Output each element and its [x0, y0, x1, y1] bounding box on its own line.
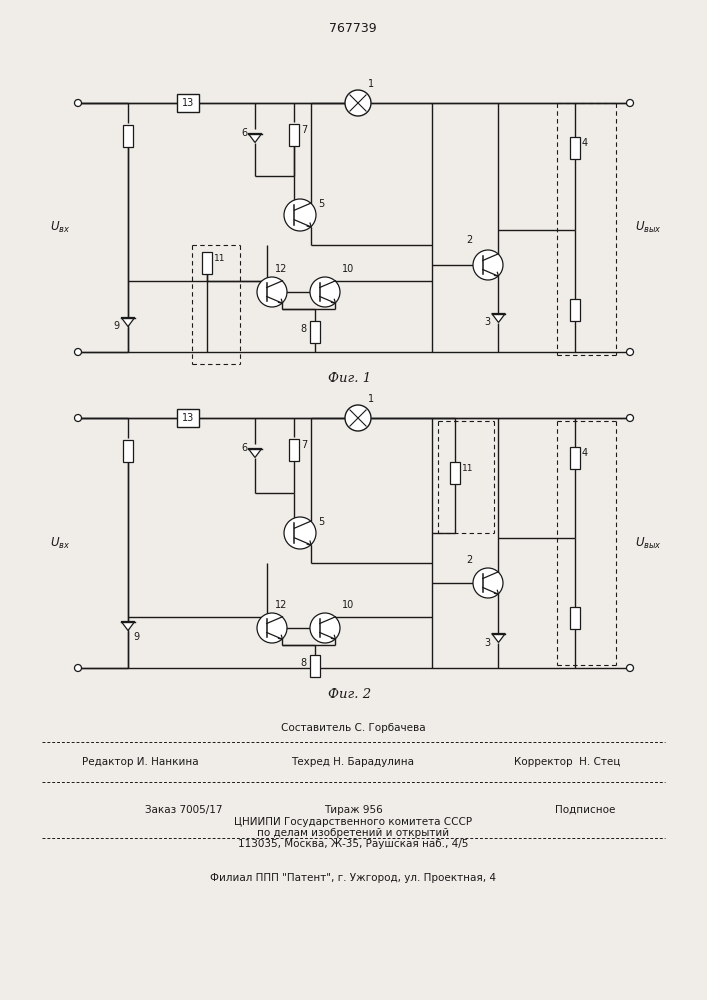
Text: 9: 9	[133, 632, 139, 642]
Text: 7: 7	[301, 440, 308, 450]
Circle shape	[74, 414, 81, 422]
Text: 5: 5	[318, 517, 325, 527]
Bar	[289, 124, 299, 146]
Polygon shape	[492, 634, 506, 643]
Text: 10: 10	[342, 264, 354, 274]
Text: 10: 10	[342, 600, 354, 610]
Text: $U_{вых}$: $U_{вых}$	[635, 220, 662, 235]
Circle shape	[626, 100, 633, 106]
Circle shape	[257, 613, 287, 643]
Text: Фиг. 1: Фиг. 1	[329, 371, 372, 384]
Circle shape	[473, 568, 503, 598]
Text: 3: 3	[484, 317, 491, 327]
Text: 2: 2	[466, 235, 472, 245]
Text: ЦНИИПИ Государственного комитета СССР: ЦНИИПИ Государственного комитета СССР	[234, 817, 472, 827]
Text: $U_{вых}$: $U_{вых}$	[635, 535, 662, 551]
Bar	[177, 94, 199, 112]
Text: $U_{вх}$: $U_{вх}$	[49, 220, 70, 235]
Bar	[570, 299, 580, 321]
Text: 6: 6	[241, 443, 247, 453]
Text: 8: 8	[300, 658, 306, 668]
Text: Составитель С. Горбачева: Составитель С. Горбачева	[281, 723, 426, 733]
Bar	[310, 321, 320, 343]
Bar	[202, 252, 212, 274]
Text: Техред Н. Барадулина: Техред Н. Барадулина	[291, 757, 414, 767]
Polygon shape	[121, 621, 135, 631]
Bar	[450, 462, 460, 484]
Text: Редактор И. Нанкина: Редактор И. Нанкина	[82, 757, 198, 767]
Circle shape	[74, 349, 81, 356]
Bar	[570, 447, 580, 469]
Text: 767739: 767739	[329, 21, 377, 34]
Text: Заказ 7005/17: Заказ 7005/17	[145, 805, 223, 815]
Polygon shape	[248, 133, 262, 142]
Text: Фиг. 2: Фиг. 2	[329, 688, 372, 700]
Text: 1: 1	[368, 79, 374, 89]
Text: 113035, Москва, Ж-35, Раушская наб., 4/5: 113035, Москва, Ж-35, Раушская наб., 4/5	[238, 839, 468, 849]
Text: 12: 12	[275, 600, 287, 610]
Text: 3: 3	[484, 638, 491, 648]
Bar	[310, 655, 320, 677]
Circle shape	[345, 90, 371, 116]
Circle shape	[74, 664, 81, 672]
Bar	[570, 607, 580, 629]
Circle shape	[626, 664, 633, 672]
Circle shape	[345, 405, 371, 431]
Circle shape	[310, 277, 340, 307]
Circle shape	[257, 277, 287, 307]
Text: 7: 7	[301, 125, 308, 135]
Polygon shape	[248, 448, 262, 458]
Circle shape	[284, 517, 316, 549]
Text: $U_{вх}$: $U_{вх}$	[49, 535, 70, 551]
Bar	[123, 440, 133, 462]
Text: 13: 13	[182, 98, 194, 108]
Circle shape	[626, 414, 633, 422]
Polygon shape	[121, 318, 135, 326]
Text: по делам изобретений и открытий: по делам изобретений и открытий	[257, 828, 449, 838]
Text: 12: 12	[275, 264, 287, 274]
Text: 6: 6	[241, 128, 247, 138]
Text: 2: 2	[466, 555, 472, 565]
Circle shape	[626, 349, 633, 356]
Text: Тираж 956: Тираж 956	[324, 805, 382, 815]
Text: 4: 4	[582, 448, 588, 458]
Text: 4: 4	[582, 138, 588, 148]
Circle shape	[310, 613, 340, 643]
Text: 5: 5	[318, 199, 325, 209]
Text: Подписное: Подписное	[555, 805, 615, 815]
Circle shape	[473, 250, 503, 280]
Text: 1: 1	[368, 394, 374, 404]
Text: 9: 9	[113, 321, 119, 331]
Circle shape	[74, 100, 81, 106]
Polygon shape	[492, 314, 506, 322]
Circle shape	[284, 199, 316, 231]
Text: 11: 11	[214, 254, 226, 263]
Bar	[177, 409, 199, 427]
Text: 13: 13	[182, 413, 194, 423]
Text: Корректор  Н. Стец: Корректор Н. Стец	[514, 757, 620, 767]
Bar	[123, 125, 133, 147]
Text: 11: 11	[462, 464, 474, 473]
Bar	[289, 439, 299, 461]
Text: 8: 8	[300, 324, 306, 334]
Bar	[570, 137, 580, 159]
Text: Филиал ППП "Патент", г. Ужгород, ул. Проектная, 4: Филиал ППП "Патент", г. Ужгород, ул. Про…	[210, 873, 496, 883]
